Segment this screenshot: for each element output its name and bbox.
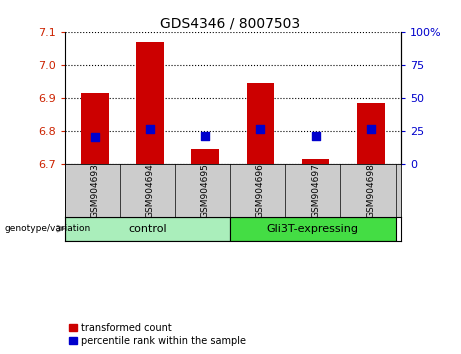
Bar bbox=[191, 149, 219, 164]
Text: GSM904696: GSM904696 bbox=[256, 163, 265, 218]
Point bbox=[257, 127, 264, 132]
Point bbox=[91, 135, 99, 140]
Bar bbox=[357, 103, 384, 164]
Point bbox=[312, 133, 319, 139]
Point bbox=[201, 133, 209, 139]
Text: control: control bbox=[128, 224, 166, 234]
Text: GSM904695: GSM904695 bbox=[201, 163, 210, 218]
Point bbox=[367, 127, 374, 132]
Text: GSM904697: GSM904697 bbox=[311, 163, 320, 218]
Bar bbox=[230, 217, 396, 241]
Bar bbox=[65, 217, 230, 241]
Bar bbox=[247, 83, 274, 164]
Text: GSM904694: GSM904694 bbox=[146, 163, 154, 217]
Text: GDS4346 / 8007503: GDS4346 / 8007503 bbox=[160, 16, 301, 30]
Bar bbox=[136, 42, 164, 164]
Legend: transformed count, percentile rank within the sample: transformed count, percentile rank withi… bbox=[70, 323, 246, 346]
Text: GSM904698: GSM904698 bbox=[366, 163, 375, 218]
Point bbox=[146, 127, 154, 132]
Text: Gli3T-expressing: Gli3T-expressing bbox=[267, 224, 359, 234]
Bar bbox=[81, 93, 109, 164]
Bar bbox=[302, 159, 329, 164]
Text: genotype/variation: genotype/variation bbox=[5, 224, 91, 233]
Text: GSM904693: GSM904693 bbox=[90, 163, 100, 218]
